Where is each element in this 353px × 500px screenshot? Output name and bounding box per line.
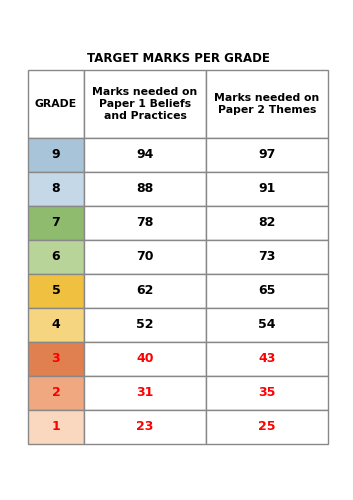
Text: 70: 70 (136, 250, 154, 264)
Bar (84, 138, 206, 172)
Bar (84, 308, 206, 342)
Text: Marks needed on
Paper 2 Themes: Marks needed on Paper 2 Themes (214, 93, 319, 115)
Bar (28, 138, 84, 172)
Text: 54: 54 (258, 318, 276, 332)
Bar (206, 308, 328, 342)
Text: 91: 91 (258, 182, 276, 196)
Text: TARGET MARKS PER GRADE: TARGET MARKS PER GRADE (86, 52, 269, 64)
Bar (206, 206, 328, 240)
Text: 1: 1 (52, 420, 60, 434)
Bar (28, 410, 84, 444)
Text: 23: 23 (136, 420, 154, 434)
Text: 9: 9 (52, 148, 60, 162)
Bar (28, 342, 84, 376)
Bar (28, 172, 84, 206)
Text: 7: 7 (52, 216, 60, 230)
Bar (84, 342, 206, 376)
Text: 65: 65 (258, 284, 276, 298)
Bar (84, 240, 206, 274)
Text: 4: 4 (52, 318, 60, 332)
Text: 97: 97 (258, 148, 276, 162)
Text: 78: 78 (136, 216, 154, 230)
Text: 2: 2 (52, 386, 60, 400)
Bar (28, 376, 84, 410)
Bar (28, 206, 84, 240)
Bar (84, 70, 206, 138)
Text: 88: 88 (136, 182, 154, 196)
Bar (206, 70, 328, 138)
Text: 40: 40 (136, 352, 154, 366)
Bar (206, 240, 328, 274)
Text: 25: 25 (258, 420, 276, 434)
Bar (28, 70, 84, 138)
Bar (206, 410, 328, 444)
Bar (206, 274, 328, 308)
Bar (28, 308, 84, 342)
Text: 8: 8 (52, 182, 60, 196)
Text: 5: 5 (52, 284, 60, 298)
Text: 52: 52 (136, 318, 154, 332)
Text: 35: 35 (258, 386, 276, 400)
Text: 82: 82 (258, 216, 276, 230)
Bar (206, 138, 328, 172)
Bar (84, 410, 206, 444)
Bar (84, 376, 206, 410)
Text: 43: 43 (258, 352, 276, 366)
Bar (28, 240, 84, 274)
Text: 31: 31 (136, 386, 154, 400)
Text: 3: 3 (52, 352, 60, 366)
Text: Marks needed on
Paper 1 Beliefs
and Practices: Marks needed on Paper 1 Beliefs and Prac… (92, 88, 198, 120)
Text: GRADE: GRADE (35, 99, 77, 109)
Bar (206, 342, 328, 376)
Text: 73: 73 (258, 250, 276, 264)
Text: 94: 94 (136, 148, 154, 162)
Bar (206, 376, 328, 410)
Text: 6: 6 (52, 250, 60, 264)
Bar (84, 172, 206, 206)
Bar (84, 206, 206, 240)
Bar (84, 274, 206, 308)
Bar (28, 274, 84, 308)
Text: 62: 62 (136, 284, 154, 298)
Bar (206, 172, 328, 206)
